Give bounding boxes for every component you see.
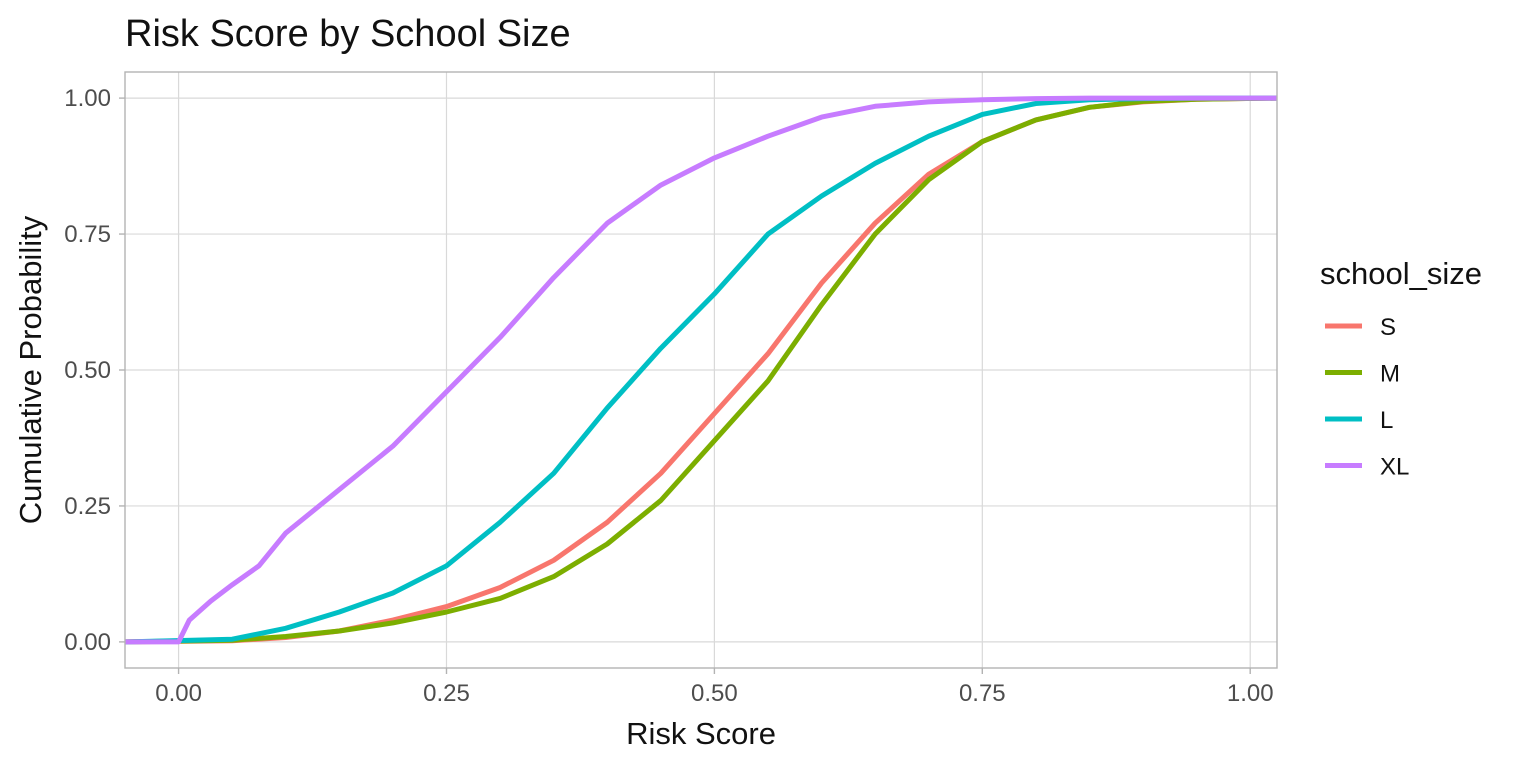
x-tick-label: 0.75 bbox=[959, 680, 1006, 707]
series-line-m bbox=[124, 95, 1278, 645]
legend-label-l: L bbox=[1380, 407, 1393, 434]
chart-title: Risk Score by School Size bbox=[125, 13, 571, 55]
y-tick-label: 0.00 bbox=[64, 629, 111, 656]
legend-title: school_size bbox=[1320, 256, 1482, 291]
x-tick-label: 1.00 bbox=[1227, 680, 1274, 707]
x-axis-title: Risk Score bbox=[626, 716, 776, 751]
series-lines bbox=[124, 95, 1278, 645]
y-tick-label: 1.00 bbox=[64, 85, 111, 112]
legend-label-m: M bbox=[1380, 361, 1400, 388]
y-tick-label: 0.75 bbox=[64, 221, 111, 248]
y-tick-label: 0.25 bbox=[64, 493, 111, 520]
y-axis-title: Cumulative Probability bbox=[13, 215, 48, 524]
y-tick-label: 0.50 bbox=[64, 357, 111, 384]
x-tick-label: 0.50 bbox=[691, 680, 738, 707]
y-axis-ticks: 0.00 0.25 0.50 0.75 1.00 bbox=[64, 85, 125, 656]
legend-label-s: S bbox=[1380, 314, 1396, 341]
x-tick-label: 0.00 bbox=[155, 680, 202, 707]
x-axis-ticks: 0.00 0.25 0.50 0.75 1.00 bbox=[155, 668, 1274, 707]
series-line-xl bbox=[125, 95, 1277, 645]
series-line-l bbox=[124, 95, 1277, 645]
legend: school_size SML XL bbox=[1320, 256, 1482, 481]
legend-label-xl: XL bbox=[1380, 454, 1409, 481]
x-tick-label: 0.25 bbox=[423, 680, 470, 707]
